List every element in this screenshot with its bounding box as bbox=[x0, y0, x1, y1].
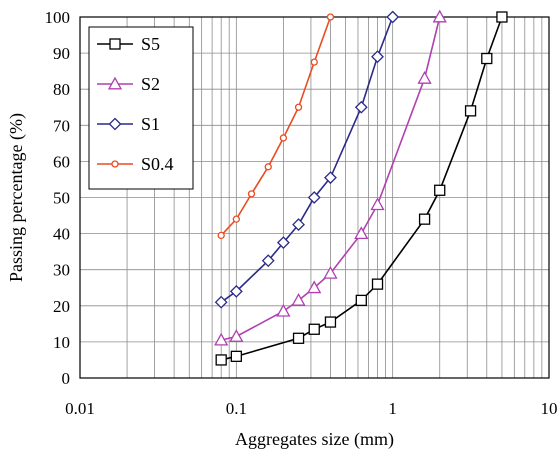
y-tick-label: 100 bbox=[45, 8, 71, 27]
legend-item-s2: S2 bbox=[97, 74, 160, 94]
data-point-s0-4 bbox=[326, 13, 335, 21]
data-point-s1 bbox=[276, 236, 290, 250]
data-point-s5 bbox=[434, 184, 446, 196]
data-point-s5 bbox=[418, 213, 431, 225]
series-s5 bbox=[215, 11, 508, 366]
y-axis-ticks: 0 10 20 30 40 50 60 70 80 90 100 bbox=[45, 8, 71, 388]
data-point-s1 bbox=[371, 50, 384, 64]
data-point-s5 bbox=[464, 105, 477, 117]
data-point-s1 bbox=[214, 295, 228, 309]
series-line-s0-4 bbox=[220, 16, 332, 236]
legend-label-s5: S5 bbox=[141, 34, 160, 54]
data-point-s1 bbox=[386, 10, 400, 24]
data-point-s5 bbox=[292, 332, 305, 344]
y-axis-title: Passing percentage (%) bbox=[6, 113, 27, 282]
y-tick-label: 60 bbox=[53, 152, 70, 171]
data-point-s2 bbox=[323, 265, 338, 279]
data-point-s2 bbox=[291, 293, 306, 306]
series-line-s5 bbox=[220, 16, 503, 361]
legend-item-s0-4: S0.4 bbox=[97, 154, 174, 174]
data-point-s1 bbox=[307, 191, 321, 204]
data-point-s0-4 bbox=[232, 215, 240, 223]
data-point-s2 bbox=[229, 329, 244, 342]
legend-label-s0-4: S0.4 bbox=[141, 154, 174, 174]
data-point-s2 bbox=[370, 197, 385, 211]
x-tick-label: 0.01 bbox=[65, 399, 95, 418]
data-point-s2 bbox=[432, 9, 447, 23]
data-point-s1 bbox=[229, 284, 243, 298]
series-s1 bbox=[214, 10, 400, 309]
data-point-s5 bbox=[496, 11, 508, 23]
data-point-s1 bbox=[261, 254, 275, 268]
data-point-s0-4 bbox=[264, 163, 272, 171]
y-tick-label: 80 bbox=[53, 80, 70, 99]
legend-label-s1: S1 bbox=[141, 114, 160, 134]
data-point-s5 bbox=[308, 323, 320, 335]
data-point-s5 bbox=[215, 354, 227, 366]
data-point-s2 bbox=[276, 303, 291, 317]
x-axis-ticks: 0.01 0.1 1 10 bbox=[65, 399, 557, 418]
legend-item-s1: S1 bbox=[97, 114, 160, 134]
legend: S5 S2 S1 S0.4 bbox=[88, 26, 194, 190]
data-point-s2 bbox=[417, 71, 432, 84]
x-axis-title: Aggregates size (mm) bbox=[235, 429, 394, 450]
data-point-s5 bbox=[324, 316, 337, 328]
y-tick-label: 30 bbox=[53, 261, 70, 280]
data-point-s1 bbox=[324, 171, 337, 185]
series-s0-4 bbox=[217, 13, 335, 240]
data-point-s5 bbox=[371, 278, 384, 290]
data-point-s5 bbox=[230, 350, 242, 362]
data-point-s5 bbox=[481, 52, 493, 65]
plot-frame bbox=[79, 16, 550, 379]
legend-marker-s1 bbox=[108, 117, 122, 131]
legend-marker-s0-4 bbox=[111, 160, 119, 168]
series-line-s1 bbox=[220, 16, 394, 303]
x-tick-label: 0.1 bbox=[226, 399, 247, 418]
data-point-s1 bbox=[292, 218, 305, 231]
data-point-s5 bbox=[355, 294, 367, 307]
data-point-s0-4 bbox=[217, 231, 225, 240]
y-tick-label: 40 bbox=[53, 225, 70, 244]
data-point-s0-4 bbox=[294, 103, 303, 111]
legend-items: S5 S2 S1 S0.4 bbox=[97, 34, 174, 174]
series-layer bbox=[214, 9, 508, 366]
legend-item-s5: S5 bbox=[97, 34, 160, 54]
legend-marker-s5 bbox=[109, 38, 121, 50]
y-tick-label: 0 bbox=[62, 369, 71, 388]
y-tick-label: 10 bbox=[53, 333, 70, 352]
y-tick-label: 90 bbox=[53, 44, 70, 63]
y-tick-label: 50 bbox=[53, 189, 70, 208]
data-point-s1 bbox=[354, 100, 368, 114]
data-point-s0-4 bbox=[310, 58, 318, 66]
series-line-s2 bbox=[220, 16, 441, 341]
series-s2 bbox=[214, 9, 447, 346]
data-point-s2 bbox=[214, 332, 229, 346]
y-tick-label: 20 bbox=[53, 297, 70, 316]
data-point-s2 bbox=[307, 280, 322, 294]
x-tick-label: 10 bbox=[541, 399, 558, 418]
legend-marker-s2 bbox=[107, 76, 123, 90]
legend-label-s2: S2 bbox=[141, 74, 160, 94]
legend-box bbox=[88, 26, 194, 190]
data-point-s0-4 bbox=[247, 190, 256, 198]
y-tick-label: 70 bbox=[53, 116, 70, 135]
data-point-s0-4 bbox=[279, 134, 288, 142]
x-tick-label: 1 bbox=[388, 399, 397, 418]
data-point-s2 bbox=[354, 226, 369, 240]
